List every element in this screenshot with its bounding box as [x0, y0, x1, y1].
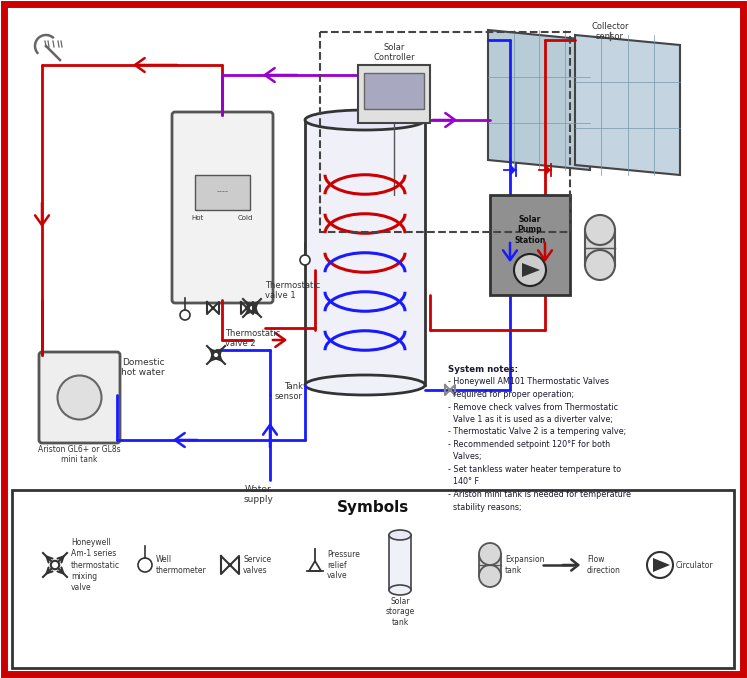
- Circle shape: [213, 352, 219, 358]
- Bar: [389, 535, 411, 590]
- Text: Expansion
tank: Expansion tank: [505, 555, 545, 575]
- Circle shape: [249, 305, 255, 311]
- Text: - Thermostatic Valve 2 is a tempering valve;: - Thermostatic Valve 2 is a tempering va…: [448, 428, 626, 437]
- Bar: [305, 120, 425, 385]
- Text: Valves;: Valves;: [448, 452, 482, 462]
- Text: Flow
direction: Flow direction: [587, 555, 621, 575]
- Polygon shape: [545, 164, 551, 176]
- Text: required for proper operation;: required for proper operation;: [448, 390, 574, 399]
- Text: Thermostatic
valve 1: Thermostatic valve 1: [265, 281, 320, 300]
- Circle shape: [51, 561, 59, 570]
- Bar: [490, 195, 570, 295]
- Text: Thermostatic
valve 2: Thermostatic valve 2: [225, 329, 280, 348]
- Text: Hot: Hot: [191, 215, 203, 221]
- Text: Service
valves: Service valves: [243, 555, 271, 575]
- Text: Domestic
hot water: Domestic hot water: [121, 358, 165, 378]
- Circle shape: [514, 254, 546, 286]
- Text: 140° F: 140° F: [448, 477, 479, 487]
- Text: - Ariston mini tank is needed for temperature: - Ariston mini tank is needed for temper…: [448, 490, 631, 499]
- Polygon shape: [653, 558, 670, 572]
- Ellipse shape: [389, 530, 411, 540]
- Text: Collector
sensor: Collector sensor: [591, 22, 629, 41]
- Text: stability reasons;: stability reasons;: [448, 502, 521, 511]
- Text: Valve 1 as it is used as a diverter valve;: Valve 1 as it is used as a diverter valv…: [448, 415, 613, 424]
- Ellipse shape: [305, 110, 425, 130]
- Text: Solar
storage
tank: Solar storage tank: [385, 597, 415, 626]
- Bar: [479, 554, 501, 576]
- Text: System notes:: System notes:: [448, 365, 518, 374]
- Polygon shape: [488, 30, 590, 170]
- Bar: [12, 490, 734, 668]
- Bar: [195, 175, 250, 210]
- Text: Water
supply: Water supply: [243, 485, 273, 504]
- Ellipse shape: [389, 585, 411, 595]
- Text: Solar
Controller: Solar Controller: [374, 43, 415, 62]
- Circle shape: [58, 376, 102, 420]
- Text: Tank
sensor: Tank sensor: [275, 382, 303, 401]
- Polygon shape: [575, 35, 680, 175]
- Text: Solar
Pump
Station: Solar Pump Station: [515, 215, 546, 245]
- Text: Pressure
relief
valve: Pressure relief valve: [327, 550, 360, 580]
- Text: Circulator: Circulator: [676, 561, 713, 570]
- Ellipse shape: [479, 565, 501, 587]
- Ellipse shape: [585, 215, 615, 245]
- Polygon shape: [522, 263, 540, 277]
- Text: - Set tankless water heater temperature to: - Set tankless water heater temperature …: [448, 465, 621, 474]
- Text: Ariston GL6+ or GL8s
mini tank: Ariston GL6+ or GL8s mini tank: [38, 445, 121, 464]
- Circle shape: [138, 558, 152, 572]
- Circle shape: [180, 310, 190, 320]
- Ellipse shape: [305, 375, 425, 395]
- Ellipse shape: [479, 543, 501, 565]
- Bar: [320, 32, 570, 232]
- Text: ----: ----: [217, 188, 229, 197]
- Bar: [585, 230, 615, 265]
- Circle shape: [300, 255, 310, 265]
- Text: - Honeywell AM101 Thermostatic Valves: - Honeywell AM101 Thermostatic Valves: [448, 378, 609, 386]
- Text: - Recommended setpoint 120°F for both: - Recommended setpoint 120°F for both: [448, 440, 610, 449]
- Text: Symbols: Symbols: [337, 500, 409, 515]
- Bar: [358, 65, 430, 123]
- Text: Cold: Cold: [238, 215, 252, 221]
- Text: - Remove check valves from Thermostatic: - Remove check valves from Thermostatic: [448, 403, 618, 412]
- Bar: [364, 73, 424, 109]
- FancyBboxPatch shape: [39, 352, 120, 443]
- Polygon shape: [510, 164, 516, 176]
- FancyBboxPatch shape: [172, 112, 273, 303]
- Text: Honeywell
Am-1 series
thermostatic
mixing
valve: Honeywell Am-1 series thermostatic mixin…: [71, 538, 120, 592]
- Text: Well
thermometer: Well thermometer: [156, 555, 207, 575]
- Polygon shape: [309, 561, 321, 571]
- Circle shape: [647, 552, 673, 578]
- Ellipse shape: [585, 250, 615, 280]
